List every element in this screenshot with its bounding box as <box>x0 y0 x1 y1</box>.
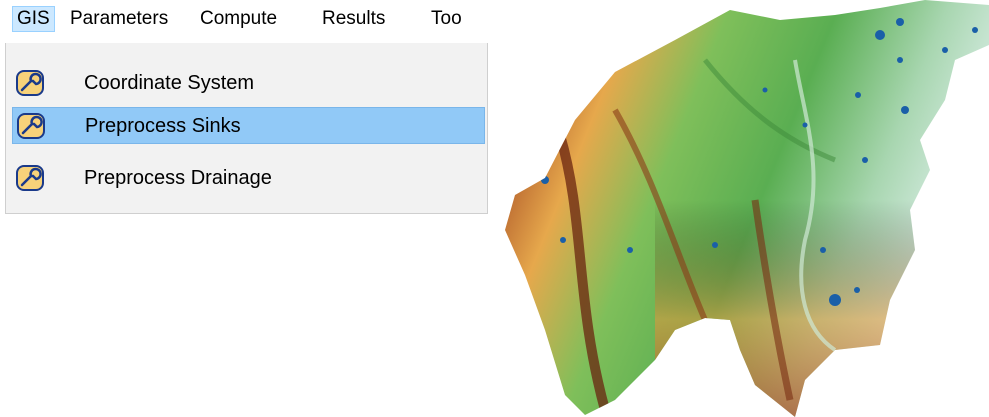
menu-results[interactable]: Results <box>322 8 386 29</box>
menu-compute[interactable]: Compute <box>200 8 278 29</box>
menu-item-coordinate-system[interactable]: Coordinate System <box>12 65 485 102</box>
watershed-terrain-map <box>505 0 989 417</box>
wrench-icon <box>17 113 45 139</box>
menu-tools[interactable]: Too <box>431 8 462 29</box>
menu-item-preprocess-sinks[interactable]: Preprocess Sinks <box>12 107 485 144</box>
menu-item-label: Coordinate System <box>84 72 255 94</box>
menu-parameters[interactable]: Parameters <box>70 8 169 29</box>
wrench-icon <box>16 70 44 96</box>
menu-item-label: Preprocess Drainage <box>84 167 272 189</box>
menu-item-label: Preprocess Sinks <box>85 115 241 137</box>
wrench-icon <box>16 165 44 191</box>
menu-bar: GIS Parameters Compute Results Too <box>0 0 488 38</box>
menu-item-preprocess-drainage[interactable]: Preprocess Drainage <box>12 160 485 197</box>
gis-dropdown-menu: Coordinate System Preprocess Sinks Prepr… <box>5 43 488 214</box>
menu-gis[interactable]: GIS <box>12 6 55 32</box>
